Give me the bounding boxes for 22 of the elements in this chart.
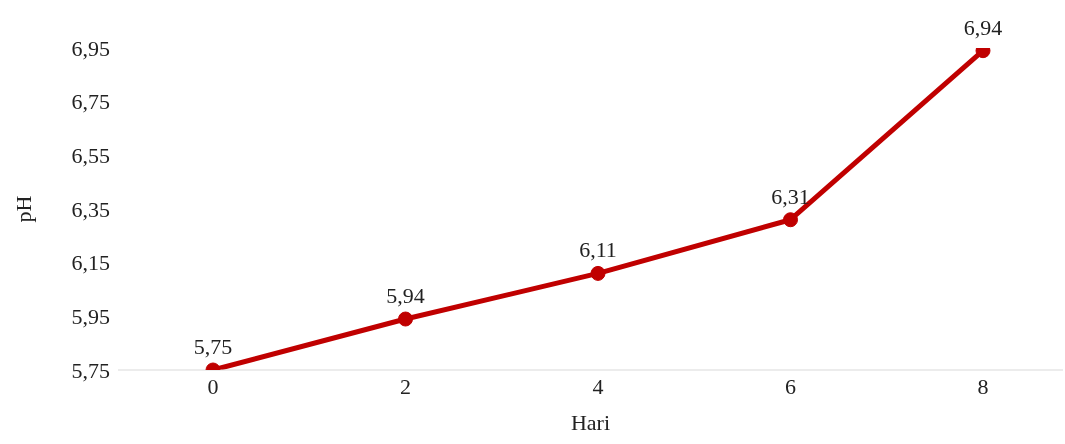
data-label: 6,94 <box>963 14 1003 40</box>
point <box>783 212 798 228</box>
data-label: 6,11 <box>579 237 617 263</box>
y-tick-label: 5,95 <box>71 304 110 330</box>
data-label: 6,31 <box>771 183 810 209</box>
x-tick-label: 4 <box>592 373 604 399</box>
y-tick-label: 6,35 <box>71 196 110 222</box>
x-tick-label: 8 <box>977 373 989 399</box>
y-tick-label: 6,95 <box>71 35 110 61</box>
y-tick-label: 5,75 <box>71 357 110 383</box>
y-tick-label: 6,15 <box>71 250 110 276</box>
x-tick-label: 2 <box>400 373 411 399</box>
x-tick-label: 6 <box>785 373 796 399</box>
data-label: 5,75 <box>193 334 233 359</box>
x-axis-title: Hari <box>570 410 611 435</box>
y-tick-label: 6,55 <box>71 143 110 169</box>
x-tick-label: 0 <box>207 373 219 399</box>
y-axis-title: pH <box>10 195 36 223</box>
y-tick-label: 6,75 <box>71 89 110 115</box>
point <box>590 265 606 281</box>
point <box>398 311 413 327</box>
data-label: 5,94 <box>386 283 425 309</box>
